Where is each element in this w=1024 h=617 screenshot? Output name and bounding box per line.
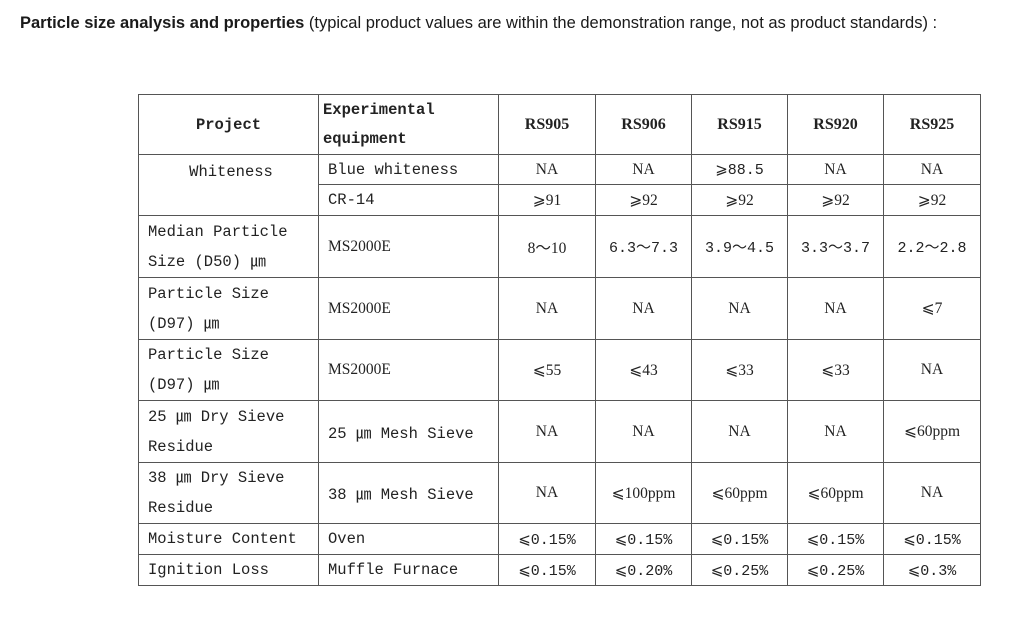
cell-value-rs920: ⩽0.15%	[787, 523, 884, 555]
cell-value-rs915: ⩽33	[691, 339, 788, 401]
cell-value-rs905: NA	[498, 400, 596, 463]
cell-value-rs925: ⩽0.15%	[883, 523, 981, 555]
cell-value-rs905: NA	[498, 277, 596, 340]
cell-equipment: Oven	[318, 523, 499, 555]
cell-value-rs925: ⩽60ppm	[883, 400, 981, 463]
cell-value-rs925: 2.2～2.8	[883, 215, 981, 278]
cell-value-rs906: NA	[595, 400, 692, 463]
intro-paragraph: Particle size analysis and properties (t…	[20, 9, 1010, 38]
cell-value-rs906: 6.3～7.3	[595, 215, 692, 278]
cell-value-rs905: NA	[498, 462, 596, 524]
cell-equipment: Blue whiteness	[318, 154, 499, 185]
header-rs906: RS906	[595, 94, 692, 155]
table-row: 38 ㎛ Dry Sieve Residue 38 ㎛ Mesh Sieve NA ⩽…	[138, 462, 981, 524]
cell-value-rs925: ⩽0.3%	[883, 554, 981, 586]
particle-properties-table: Project Experimental equipment RS905 RS9…	[138, 94, 981, 586]
cell-project: Particle Size (D97) ㎛	[138, 277, 319, 340]
table-row: Ignition Loss Muffle Furnace ⩽0.15% ⩽0.20% ⩽…	[138, 554, 981, 586]
header-equipment: Experimental equipment	[318, 94, 499, 155]
cell-value-rs906: ⩽43	[595, 339, 692, 401]
table-row: 25 ㎛ Dry Sieve Residue 25 ㎛ Mesh Sieve NA N…	[138, 400, 981, 463]
cell-value-rs905: ⩾91	[498, 184, 596, 216]
cell-project: Median Particle Size (D50) ㎛	[138, 215, 319, 278]
cell-project: 38 ㎛ Dry Sieve Residue	[138, 462, 319, 524]
intro-note: (typical product values are within the d…	[304, 14, 938, 32]
cell-value-rs905: ⩽55	[498, 339, 596, 401]
cell-value-rs915: NA	[691, 400, 788, 463]
cell-equipment: CR-14	[318, 184, 499, 216]
cell-equipment: 38 ㎛ Mesh Sieve	[318, 462, 499, 524]
header-rs915: RS915	[691, 94, 788, 155]
header-rs905: RS905	[498, 94, 596, 155]
table-row: Median Particle Size (D50) ㎛ MS2000E 8～10 6…	[138, 215, 981, 278]
header-project: Project	[138, 94, 319, 155]
cell-value-rs920: ⩽60ppm	[787, 462, 884, 524]
cell-value-rs906: ⩾92	[595, 184, 692, 216]
cell-value-rs920: ⩾92	[787, 184, 884, 216]
cell-value-rs925: NA	[883, 339, 981, 401]
cell-project: Moisture Content	[138, 523, 319, 555]
cell-value-rs920: NA	[787, 400, 884, 463]
cell-equipment: MS2000E	[318, 277, 499, 340]
cell-value-rs925: NA	[883, 154, 981, 185]
cell-equipment: Muffle Furnace	[318, 554, 499, 586]
cell-value-rs906: ⩽0.20%	[595, 554, 692, 586]
cell-value-rs915: ⩽0.25%	[691, 554, 788, 586]
table-row: Particle Size (D97) ㎛ MS2000E NA NA NA NA ⩽7	[138, 277, 981, 340]
cell-value-rs906: ⩽100ppm	[595, 462, 692, 524]
cell-value-rs905: 8～10	[498, 215, 596, 278]
cell-equipment: MS2000E	[318, 215, 499, 278]
cell-value-rs920: ⩽33	[787, 339, 884, 401]
cell-value-rs906: ⩽0.15%	[595, 523, 692, 555]
cell-value-rs920: 3.3～3.7	[787, 215, 884, 278]
table-row: Whiteness Blue whiteness NA NA ⩾88.5 NA NA	[138, 154, 981, 216]
header-rs920: RS920	[787, 94, 884, 155]
cell-value-rs925: ⩽7	[883, 277, 981, 340]
cell-project: 25 ㎛ Dry Sieve Residue	[138, 400, 319, 463]
intro-title: Particle size analysis and properties	[20, 14, 305, 32]
cell-value-rs915: 3.9～4.5	[691, 215, 788, 278]
cell-value-rs905: NA	[498, 154, 596, 185]
cell-project: Whiteness	[138, 154, 319, 216]
cell-value-rs905: ⩽0.15%	[498, 523, 596, 555]
cell-value-rs925: ⩾92	[883, 184, 981, 216]
cell-value-rs905: ⩽0.15%	[498, 554, 596, 586]
cell-value-rs906: NA	[595, 277, 692, 340]
cell-project: Ignition Loss	[138, 554, 319, 586]
cell-value-rs920: NA	[787, 154, 884, 185]
cell-equipment: 25 ㎛ Mesh Sieve	[318, 400, 499, 463]
cell-value-rs915: ⩾92	[691, 184, 788, 216]
header-rs925: RS925	[883, 94, 981, 155]
cell-value-rs920: ⩽0.25%	[787, 554, 884, 586]
table-row: Particle Size (D97) ㎛ MS2000E ⩽55 ⩽43 ⩽33 ⩽33…	[138, 339, 981, 401]
cell-value-rs920: NA	[787, 277, 884, 340]
cell-value-rs925: NA	[883, 462, 981, 524]
cell-value-rs915: NA	[691, 277, 788, 340]
table-header-row: Project Experimental equipment RS905 RS9…	[138, 94, 981, 155]
cell-value-rs915: ⩽60ppm	[691, 462, 788, 524]
cell-value-rs915: ⩾88.5	[691, 154, 788, 185]
cell-equipment: MS2000E	[318, 339, 499, 401]
table-row: CR-14 ⩾91 ⩾92 ⩾92 ⩾92 ⩾92	[139, 184, 981, 216]
cell-project: Particle Size (D97) ㎛	[138, 339, 319, 401]
cell-value-rs915: ⩽0.15%	[691, 523, 788, 555]
cell-value-rs906: NA	[595, 154, 692, 185]
table-row: Moisture Content Oven ⩽0.15% ⩽0.15% ⩽0.15% ⩽0…	[138, 523, 981, 555]
